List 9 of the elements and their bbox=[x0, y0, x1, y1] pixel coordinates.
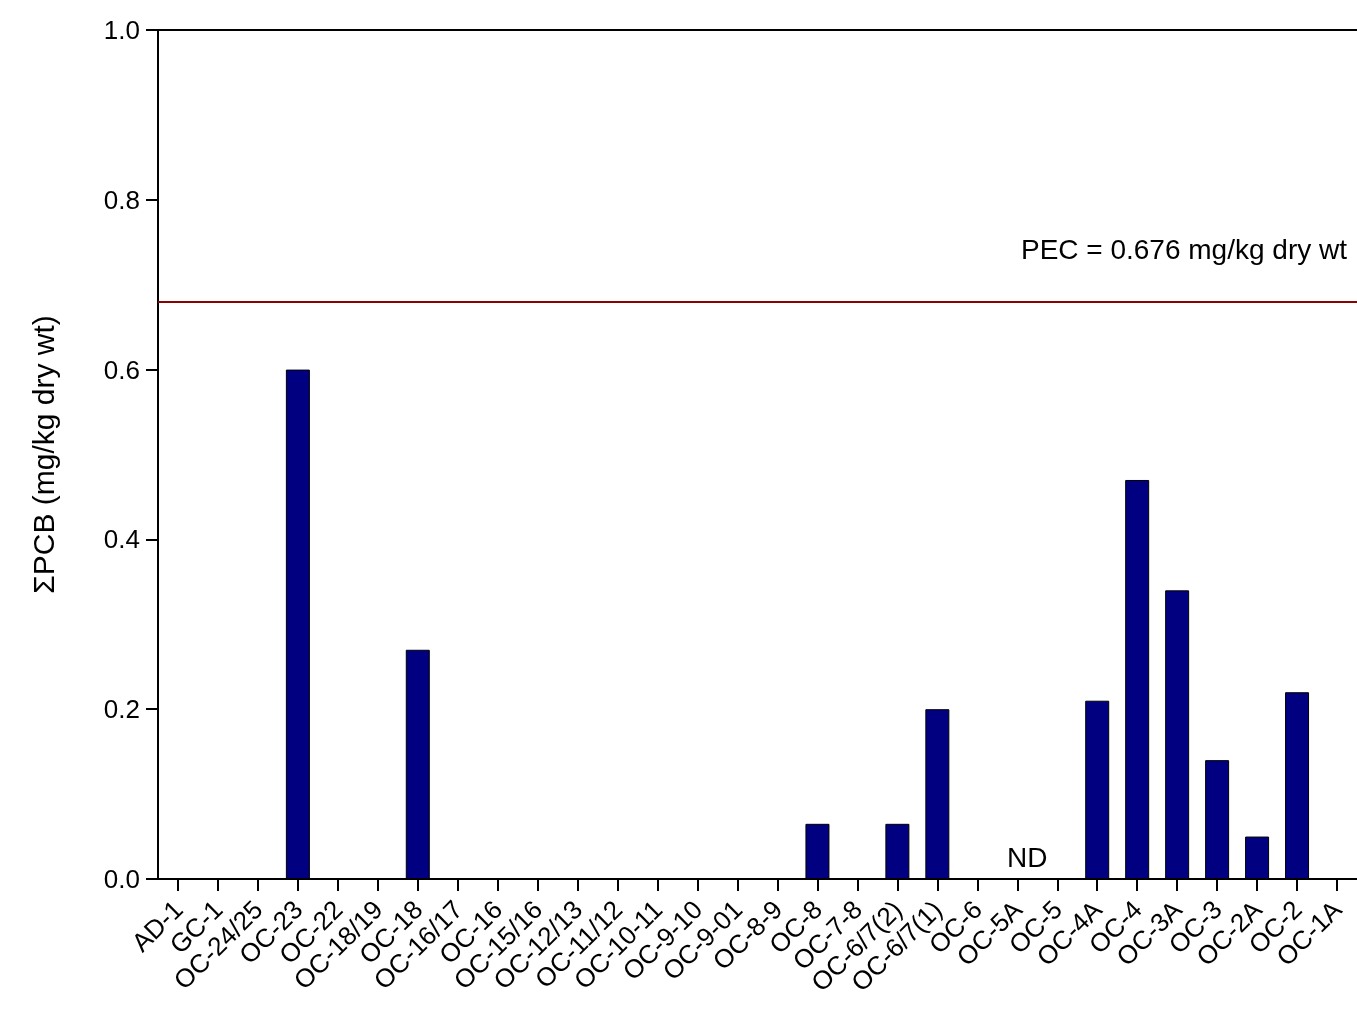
y-tick-label: 0.2 bbox=[103, 694, 140, 725]
ref-line-label: PEC = 0.676 mg/kg dry wt bbox=[1020, 234, 1348, 266]
y-tick-label: 1.0 bbox=[103, 15, 140, 45]
y-tick-label: 0.4 bbox=[103, 524, 140, 555]
annotation: ND bbox=[1007, 841, 1048, 873]
y-tick-label: 0.0 bbox=[103, 864, 140, 894]
y-tick-label: 0.8 bbox=[103, 184, 140, 215]
y-tick-label: 0.6 bbox=[103, 354, 140, 385]
y-axis-title: ΣPCB (mg/kg dry wt) bbox=[26, 315, 60, 594]
